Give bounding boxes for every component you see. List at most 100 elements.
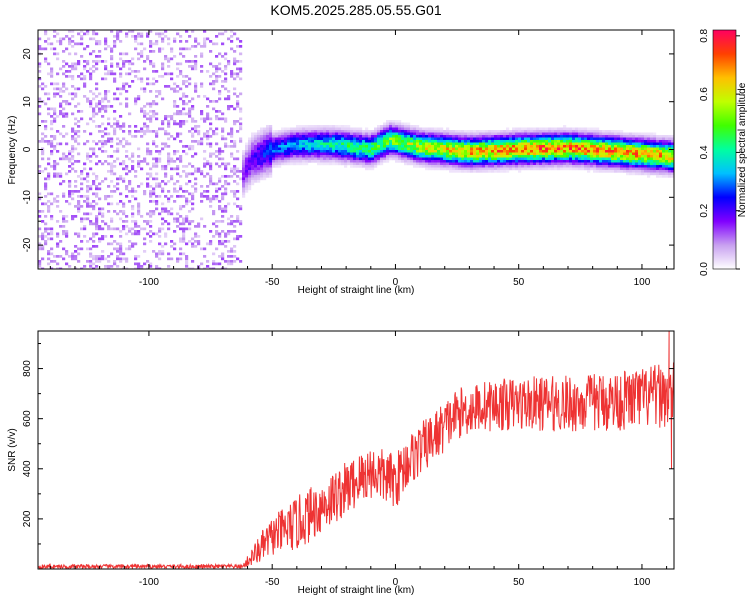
spectrogram-cell xyxy=(122,162,126,166)
spectrogram-cell xyxy=(521,135,525,138)
spectrogram-cell xyxy=(533,140,537,143)
spectrogram-cell xyxy=(158,185,162,188)
spectrogram-cell xyxy=(47,142,51,146)
spectrogram-cell xyxy=(95,162,99,166)
spectrogram-cell xyxy=(209,40,213,43)
spectrogram-cell xyxy=(101,60,105,63)
spectrogram-cell xyxy=(500,132,504,136)
spectrogram-cell xyxy=(98,210,102,213)
spectrogram-cell xyxy=(185,227,189,231)
spectrogram-cell xyxy=(524,132,528,136)
spectrogram-cell xyxy=(548,150,552,153)
spectrogram-cell xyxy=(527,130,531,133)
spectrogram-cell xyxy=(86,185,90,188)
spectrogram-cell xyxy=(125,32,129,36)
spectrogram-cell xyxy=(140,135,144,138)
spectrogram-cell xyxy=(488,137,492,141)
spectrogram-cell xyxy=(47,232,51,236)
spectrogram-cell xyxy=(359,130,363,133)
spectrogram-cell xyxy=(602,147,606,151)
spectrogram-cell xyxy=(413,157,417,161)
spectrogram-cell xyxy=(506,157,510,161)
spectrogram-cell xyxy=(497,147,501,151)
spectrogram-cell xyxy=(302,150,306,153)
spectrogram-cell xyxy=(104,37,108,41)
spectrogram-cell xyxy=(224,52,228,56)
spectrogram-cell xyxy=(173,200,177,203)
spectrogram-cell xyxy=(134,102,138,106)
spectrogram-cell xyxy=(617,135,621,138)
spectrogram-cell xyxy=(317,140,321,143)
spectrogram-cell xyxy=(269,157,273,161)
spectrogram-cell xyxy=(389,125,393,128)
spectrogram-cell xyxy=(188,130,192,133)
spectrogram-cell xyxy=(302,127,306,131)
spectrogram-cell xyxy=(338,130,342,133)
spectrogram-cell xyxy=(383,130,387,133)
spectrogram-cell xyxy=(242,175,246,178)
spectrogram-cell xyxy=(62,152,66,156)
spectrogram-cell xyxy=(56,115,60,118)
spectrogram-cell xyxy=(359,132,363,136)
spectrogram-cell xyxy=(275,152,279,156)
spectrogram-cell xyxy=(266,157,270,161)
spectrogram-cell xyxy=(593,130,597,133)
spectrogram-cell xyxy=(59,157,63,161)
spectrogram-cell xyxy=(284,132,288,136)
spectrogram-cell xyxy=(119,102,123,106)
spectrogram-cell xyxy=(593,157,597,161)
spectrogram-cell xyxy=(590,165,594,168)
spectrogram-cell xyxy=(635,165,639,168)
spectrogram-cell xyxy=(665,142,669,146)
spectrogram-cell xyxy=(491,170,495,173)
spectrogram-cell xyxy=(641,160,645,163)
spectrogram-cell xyxy=(305,142,309,146)
spectrogram-cell xyxy=(218,62,222,66)
spectrogram-cell xyxy=(206,130,210,133)
spectrogram-cell xyxy=(122,52,126,56)
spectrogram-cell xyxy=(110,235,114,238)
spectrogram-cell xyxy=(113,190,117,193)
spectrogram-cell xyxy=(53,175,57,178)
spectrogram-cell xyxy=(41,245,45,248)
spectrogram-cell xyxy=(266,155,270,158)
spectrogram-cell xyxy=(515,160,519,163)
spectrogram-cell xyxy=(56,245,60,248)
spectrogram-cell xyxy=(524,162,528,166)
spectrogram-cell xyxy=(104,97,108,101)
spectrogram-cell xyxy=(167,257,171,261)
spectrogram-cell xyxy=(53,120,57,123)
spectrogram-cell xyxy=(62,220,66,223)
spectrogram-cell xyxy=(512,132,516,136)
spectrogram-cell xyxy=(506,127,510,131)
spectrogram-cell xyxy=(146,117,150,121)
spectrogram-cell xyxy=(98,197,102,201)
spectrogram-cell xyxy=(164,235,168,238)
spectrogram-cell xyxy=(203,135,207,138)
spectrogram-cell xyxy=(305,125,309,128)
spectrogram-cell xyxy=(509,162,513,166)
spectrogram-cell xyxy=(221,242,225,246)
spectrogram-cell xyxy=(605,157,609,161)
spectrogram-cell xyxy=(86,247,90,251)
spectrogram-cell xyxy=(263,152,267,156)
spectrogram-cell xyxy=(323,132,327,136)
spectrogram-cell xyxy=(179,70,183,73)
spectrogram-cell xyxy=(347,140,351,143)
spectrogram-cell xyxy=(236,75,240,78)
spectrogram-cell xyxy=(392,152,396,156)
spectrogram-cell xyxy=(140,107,144,111)
spectrogram-cell xyxy=(470,145,474,148)
spectrogram-cell xyxy=(125,52,129,56)
spectrogram-cell xyxy=(407,137,411,141)
spectrogram-cell xyxy=(623,145,627,148)
spectrogram-cell xyxy=(230,127,234,131)
spectrogram-cell xyxy=(350,150,354,153)
spectrogram-cell xyxy=(446,157,450,161)
spectrogram-cell xyxy=(476,132,480,136)
spectrogram-cell xyxy=(83,60,87,63)
spectrogram-cell xyxy=(569,160,573,163)
spectrogram-cell xyxy=(320,162,324,166)
spectrogram-cell xyxy=(260,170,264,173)
spectrogram-cell xyxy=(668,137,672,141)
